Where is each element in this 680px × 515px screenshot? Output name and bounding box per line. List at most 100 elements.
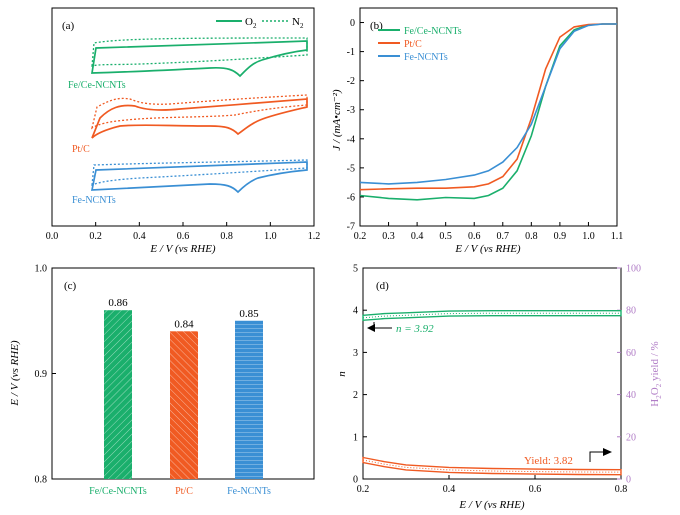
y2-tick-label: 0	[626, 475, 631, 486]
y-tick-label: -6	[347, 192, 355, 203]
y2-tick-label: 60	[626, 348, 636, 359]
yield-annotation-arrow	[589, 451, 603, 462]
legend-label-o2: O2	[245, 16, 257, 30]
panel-a-xlabel: E / V (vs RHE)	[149, 243, 216, 255]
cv-fece-o2	[90, 40, 308, 78]
panel-b-lines	[359, 23, 617, 201]
panel-c-ticks: 0.8 0.9 1.0	[35, 264, 56, 486]
category-label: Fe-NCNTs	[227, 486, 271, 497]
panel-c-label: (c)	[64, 280, 77, 292]
y-tick-label: 0.9	[35, 369, 48, 380]
x-tick-label: 0.0	[46, 231, 59, 242]
x-tick-label: 0.4	[411, 231, 424, 242]
x-tick-label: 0.4	[443, 484, 456, 495]
x-tick-label: 0.6	[529, 484, 542, 495]
electron-transfer-number-line-center	[362, 312, 621, 319]
x-tick-label: 1.0	[582, 231, 595, 242]
x-tick-label: 1.0	[264, 231, 277, 242]
category-label: Pt/C	[175, 486, 193, 497]
panel-b-xlabel: E / V (vs RHE)	[454, 243, 521, 255]
x-tick-label: 0.3	[382, 231, 395, 242]
y2-tick-label: 20	[626, 432, 636, 443]
lsv-line-Fe/Ce-NCNTs	[359, 23, 617, 201]
x-tick-label: 0.8	[525, 231, 538, 242]
panel-b-ylabel: J / (mA•cm⁻²)	[331, 89, 343, 151]
panel-d-xlabel: E / V (vs RHE)	[458, 499, 525, 511]
y-tick-label: -7	[347, 222, 355, 233]
category-label: Fe/Ce-NCNTs	[89, 486, 147, 497]
legend-label: Pt/C	[404, 39, 422, 50]
y-tick-label: 1	[353, 432, 358, 443]
yield-annotation-arrowhead	[603, 448, 612, 456]
cv-ptc-o2	[91, 98, 308, 139]
bar-value-label: 0.85	[239, 308, 259, 320]
y2-tick-label: 80	[626, 306, 636, 317]
panel-c: (c) 0.80.91.0 0.86Fe/Ce-NCNTs0.84Pt/C0.8…	[9, 264, 315, 497]
y-tick-label: -4	[347, 134, 355, 145]
legend-label-n2: N2	[292, 16, 304, 30]
panel-c-bars: 0.86 Fe/Ce-NCNTs 0.84 Pt/C 0.85 Fe-NCNTs	[89, 297, 271, 497]
y-tick-label: 5	[353, 264, 358, 275]
x-tick-label: 0.8	[615, 484, 628, 495]
y-tick-label: 0	[350, 18, 355, 29]
panel-d-ylabel: n	[336, 371, 348, 377]
x-tick-label: 0.2	[354, 231, 367, 242]
bar-Fe-NCNTs	[235, 320, 263, 479]
y-tick-label: 0	[353, 475, 358, 486]
x-tick-label: 0.8	[220, 231, 233, 242]
curve-label-fece: Fe/Ce-NCNTs	[68, 80, 126, 91]
x-tick-label: 0.6	[177, 231, 190, 242]
lsv-line-Fe-NCNTs	[359, 23, 617, 185]
n-annotation: n = 3.92	[396, 323, 434, 335]
n-annotation-arrow	[373, 322, 392, 329]
y-tick-label: 4	[353, 306, 358, 317]
y-tick-label: -2	[347, 76, 355, 87]
panel-b-ticks: 0.2 0.3 0.4 0.5 0.6 0.7 0.8 0.9 1.0 1.1 0 -1 -2 -3 -4 -…	[347, 18, 624, 242]
panel-d-y2label: H2O2 yield / %	[649, 341, 663, 406]
panel-d-label: (d)	[376, 280, 389, 292]
bar-value-label: 0.84	[174, 318, 194, 330]
yield-annotation: Yield: 3.82	[524, 455, 573, 467]
bar-value-label: 0.86	[108, 297, 128, 309]
y-tick-label: 1.0	[35, 264, 48, 275]
x-tick-label: 0.4	[133, 231, 146, 242]
y-tick-label: 0.8	[35, 475, 48, 486]
curve-label-ptc: Pt/C	[72, 144, 90, 155]
panel-a-label: (a)	[62, 20, 75, 32]
bar-Pt/C	[170, 331, 198, 479]
panel-c-ylabel: E / V (vs RHE)	[9, 340, 21, 407]
x-tick-label: 0.7	[497, 231, 510, 242]
cv-fece-n2	[91, 37, 308, 67]
y-tick-label: -1	[347, 47, 355, 58]
y-tick-label: 3	[353, 348, 358, 359]
electron-transfer-number-line	[362, 310, 622, 322]
h2o2-yield-line-center	[362, 459, 622, 473]
x-tick-label: 0.2	[357, 484, 370, 495]
h2o2-yield-line	[362, 456, 622, 476]
panel-b-frame	[359, 7, 618, 227]
x-tick-label: 1.1	[611, 231, 624, 242]
y2-tick-label: 40	[626, 390, 636, 401]
x-tick-label: 0.6	[468, 231, 481, 242]
curve-label-fe: Fe-NCNTs	[72, 195, 116, 206]
cv-fe-n2	[91, 159, 308, 186]
panel-d-frame	[362, 267, 622, 480]
lsv-line-Pt/C	[359, 23, 617, 191]
cv-ptc-n2	[90, 94, 308, 130]
y-tick-label: -3	[347, 105, 355, 116]
panel-a: (a) O2 N2 Fe/Ce-NCNTs Pt/C Fe-NCNTs 0.0 0…	[46, 7, 321, 255]
x-tick-label: 1.2	[308, 231, 321, 242]
y-tick-label: 2	[353, 390, 358, 401]
y-tick-label: -5	[347, 163, 355, 174]
legend-label: Fe-NCNTs	[404, 52, 448, 63]
bar-Fe/Ce-NCNTs	[104, 310, 132, 479]
cv-fe-o2	[90, 161, 308, 194]
legend-label: Fe/Ce-NCNTs	[404, 26, 462, 37]
panel-b: (b) 0.2 0.3 0.4 0.5 0.6 0.7 0.8 0.9 1.0 1.10-1-2-…	[331, 7, 624, 255]
x-tick-label: 0.9	[554, 231, 567, 242]
x-tick-label: 0.2	[89, 231, 102, 242]
